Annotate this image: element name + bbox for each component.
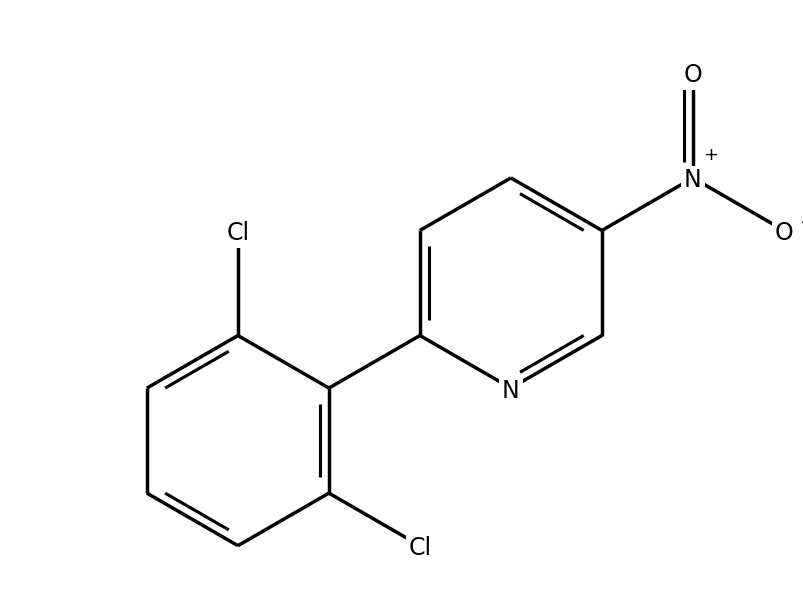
- Text: −: −: [799, 213, 803, 231]
- Text: N: N: [683, 169, 701, 192]
- Text: O: O: [773, 221, 793, 245]
- Text: N: N: [501, 379, 520, 403]
- Text: Cl: Cl: [408, 536, 431, 560]
- Text: Cl: Cl: [226, 221, 249, 245]
- Text: O: O: [683, 63, 701, 87]
- Text: +: +: [702, 146, 717, 164]
